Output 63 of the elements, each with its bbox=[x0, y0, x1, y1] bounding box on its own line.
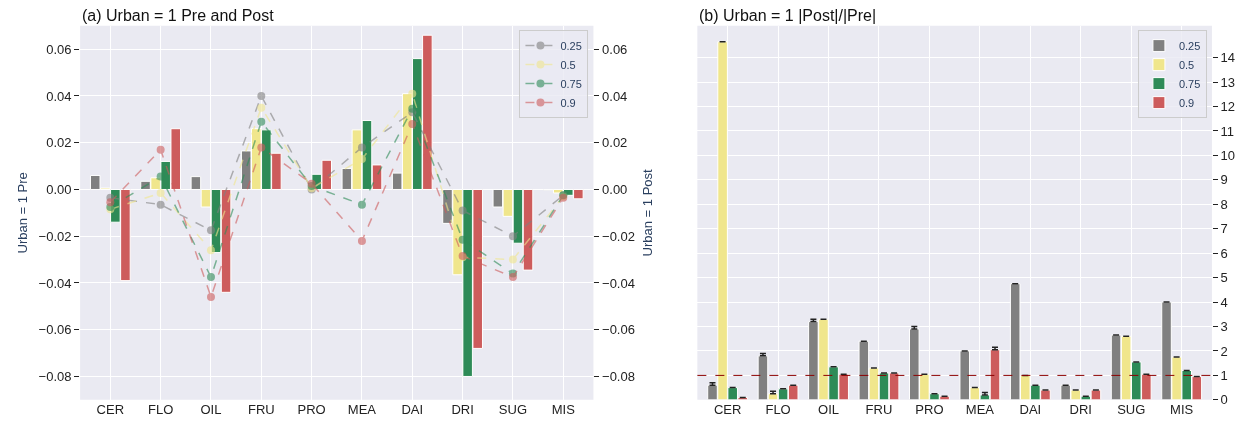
y-tick-label: 0.06 bbox=[46, 41, 72, 57]
x-tick-label: PRO bbox=[297, 401, 326, 417]
x-tick-label: DAI bbox=[1019, 401, 1042, 417]
y2-tick-label: 7 bbox=[1220, 221, 1228, 237]
y-axis-title: Urban = 1 Pre bbox=[14, 172, 30, 254]
x-tick-label: DRI bbox=[1069, 401, 1092, 417]
y2-tick-label: 2 bbox=[1220, 343, 1228, 359]
x-tick-label: MIS bbox=[551, 401, 576, 417]
x-tick-label: FRU bbox=[247, 401, 275, 417]
y2-tick-label: 0 bbox=[1220, 392, 1228, 408]
legend-label: 0.9 bbox=[1178, 96, 1195, 109]
y2-tick-label: 12 bbox=[1220, 99, 1235, 115]
y2-tick-label: 14 bbox=[1220, 50, 1235, 66]
x-tick-label: DAI bbox=[401, 401, 424, 417]
y-tick-label: 0.04 bbox=[46, 88, 72, 104]
y2-axis-title: Urban = 1 Post bbox=[639, 168, 655, 257]
y2-tick-label: 11 bbox=[1220, 123, 1235, 139]
chart-title: (b) Urban = 1 |Post|/|Pre| bbox=[699, 7, 877, 24]
y-tick-label: −0.02 bbox=[38, 228, 72, 244]
y-tick-label: −0.06 bbox=[38, 322, 72, 338]
x-tick-label: MIS bbox=[1170, 401, 1194, 417]
legend-label: 0.5 bbox=[560, 58, 576, 71]
legend-label: 0.25 bbox=[1178, 39, 1201, 52]
y2-tick-label: 9 bbox=[1220, 172, 1228, 188]
y2-tick-label: 8 bbox=[1220, 196, 1228, 212]
y2-tick-label: −0.04 bbox=[602, 275, 635, 291]
x-tick-label: SUG bbox=[1117, 401, 1146, 417]
x-tick-label: SUG bbox=[498, 401, 528, 417]
y2-tick-label: 1 bbox=[1220, 367, 1228, 383]
x-tick-label: FRU bbox=[865, 401, 893, 417]
y2-tick-label: 5 bbox=[1220, 270, 1228, 286]
y2-tick-label: 3 bbox=[1220, 319, 1228, 335]
legend-label: 0.5 bbox=[1178, 58, 1195, 71]
x-tick-label: FLO bbox=[765, 401, 791, 417]
legend-label: 0.75 bbox=[560, 77, 582, 90]
x-tick-label: MEA bbox=[965, 401, 995, 417]
y2-tick-label: 0.00 bbox=[602, 182, 628, 198]
x-tick-label: OIL bbox=[818, 401, 840, 417]
legend-label: 0.9 bbox=[560, 96, 576, 109]
chart-title: (a) Urban = 1 Pre and Post bbox=[82, 7, 275, 24]
y2-tick-label: 0.02 bbox=[602, 135, 628, 151]
x-tick-label: MEA bbox=[347, 401, 377, 417]
y2-tick-label: 6 bbox=[1220, 245, 1228, 261]
x-tick-label: CER bbox=[96, 401, 125, 417]
legend-label: 0.25 bbox=[560, 39, 582, 52]
x-tick-label: PRO bbox=[915, 401, 944, 417]
y2-tick-label: −0.02 bbox=[602, 228, 635, 244]
y-tick-label: −0.04 bbox=[38, 275, 72, 291]
x-tick-label: OIL bbox=[200, 401, 222, 417]
y2-tick-label: −0.08 bbox=[602, 369, 635, 385]
y-tick-label: 0.00 bbox=[46, 182, 72, 198]
legend-label: 0.75 bbox=[1178, 77, 1201, 90]
x-tick-label: DRI bbox=[451, 401, 474, 417]
y2-tick-label: 0.04 bbox=[602, 88, 628, 104]
x-tick-label: CER bbox=[713, 401, 742, 417]
y2-tick-label: 10 bbox=[1220, 147, 1235, 163]
y2-tick-label: 13 bbox=[1220, 74, 1235, 90]
y2-tick-label: −0.06 bbox=[602, 322, 635, 338]
y-tick-label: 0.02 bbox=[46, 135, 72, 151]
y2-tick-label: 0.06 bbox=[602, 41, 628, 57]
x-tick-label: FLO bbox=[148, 401, 174, 417]
y-tick-label: −0.08 bbox=[38, 369, 72, 385]
y2-tick-label: 4 bbox=[1220, 294, 1228, 310]
